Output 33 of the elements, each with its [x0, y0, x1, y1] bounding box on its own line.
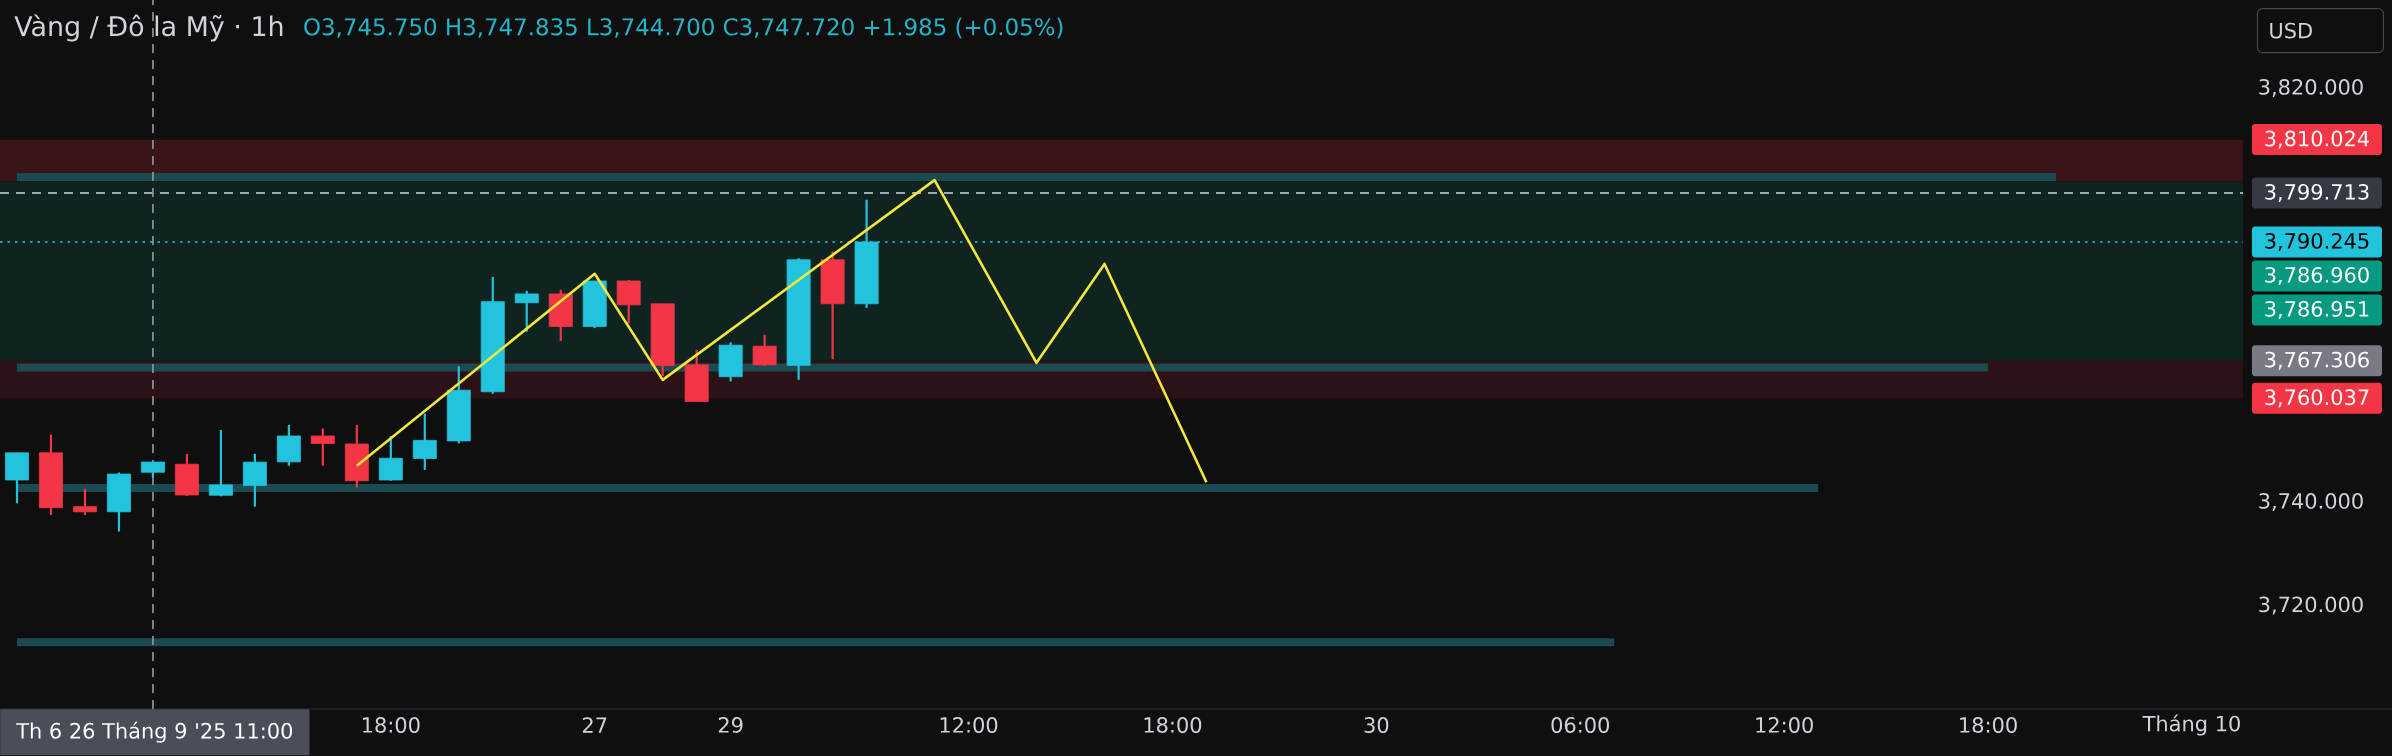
text: 3,760.037 [2265, 389, 2369, 408]
candlestick [73, 487, 97, 517]
y-tick-label: 3,740.000 [2259, 493, 2363, 511]
text: 3,810.024 [2265, 130, 2369, 149]
y-tick-label: 3,820.000 [2259, 78, 2363, 97]
x-tick-label: 18:00 [362, 717, 420, 733]
x-tick-label: 27 [582, 717, 607, 733]
x-tick-label: 06:00 [1551, 717, 1609, 733]
text: 3,786.960 [2265, 266, 2369, 285]
x-tick-label: 30 [1364, 717, 1389, 733]
candlestick [412, 412, 437, 471]
candlestick [242, 452, 267, 508]
x-tick-label: 18:00 [1144, 717, 1202, 733]
ref-line-label: 3,799.713 [2265, 183, 2369, 202]
candlestick [310, 427, 335, 467]
x-tick-label: Tháng 10 [2142, 714, 2240, 736]
candlestick [378, 434, 403, 482]
candlestick [514, 289, 539, 333]
x-tick-label: 12:00 [940, 717, 998, 733]
text: 3,786.951 [2265, 300, 2369, 319]
text: O3,745.750 H3,747.835 L3,744.700 C3,747.720 +1.985 (+0.05%) [304, 17, 1063, 39]
text: USD [2270, 22, 2312, 39]
x-tick-label: 18:00 [1960, 717, 2017, 733]
ref-line-label: 3,790.245 [2265, 232, 2369, 251]
y-tick-label: 3,720.000 [2259, 596, 2363, 615]
x-tick-label: 29 [718, 717, 743, 733]
text: Vàng / Đô la Mỹ · 1h [14, 14, 283, 42]
x-tick-label: 12:00 [1756, 717, 1813, 733]
candlestick [752, 333, 777, 367]
candlestick [208, 428, 233, 498]
x-tick-label: Th 6 26 Tháng 9 '25 11:00 [16, 721, 293, 743]
text: 3,767.306 [2265, 351, 2369, 370]
candlestick [616, 278, 641, 325]
